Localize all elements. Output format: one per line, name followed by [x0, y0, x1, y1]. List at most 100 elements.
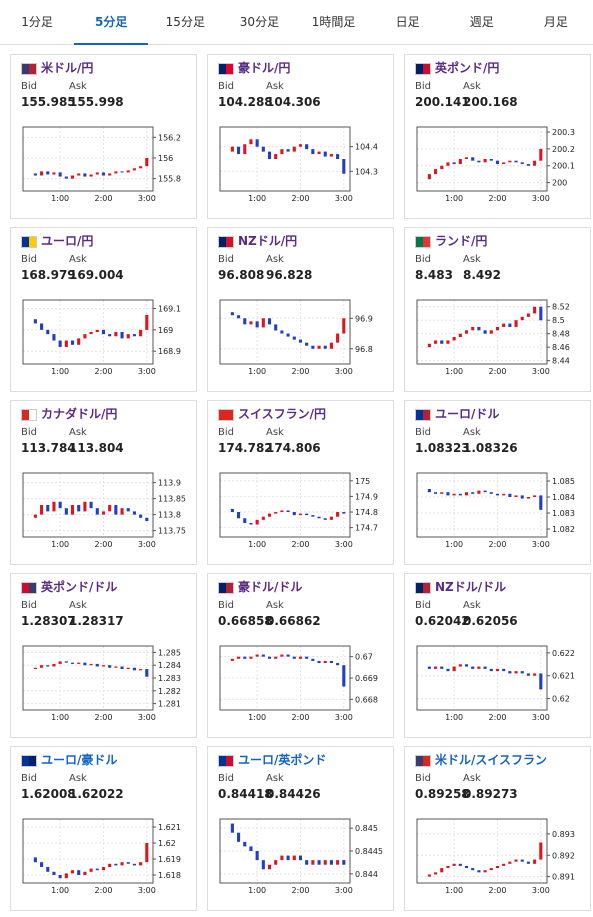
tab[interactable]: 月足	[543, 15, 568, 29]
currency-panel[interactable]: ランド/円 Bid Ask 8.483 8.492 8.44 8.46 8.48 8.5 8.52…	[404, 227, 591, 392]
currency-panel[interactable]: 豪ドル/円 Bid Ask 104.288 104.306 104.3 104.4 1:00 2…	[207, 54, 394, 219]
pair-title[interactable]: 豪ドル/円	[238, 61, 291, 75]
plot-frame	[416, 818, 548, 884]
bid-label: Bid	[415, 600, 431, 611]
currency-panel[interactable]: ユーロ/ドル Bid Ask 1.08323 1.08326 1.082 1.083 1.08…	[404, 400, 591, 565]
currency-panel[interactable]: NZドル/円 Bid Ask 96.808 96.828 96.8 96.9 1:00 2:00…	[207, 227, 394, 392]
y-tick-label: 113.8	[158, 511, 181, 520]
mini-chart: 113.75 113.8 113.85 113.9 1:00 2:00 3:00	[22, 472, 186, 549]
candle	[126, 667, 130, 670]
flag	[21, 236, 37, 248]
tab[interactable]: 1時間足	[311, 15, 356, 29]
pair-title[interactable]: ユーロ/豪ドル	[41, 753, 118, 767]
ask-label: Ask	[266, 600, 284, 611]
candle	[323, 518, 327, 520]
bid-value: 174.782	[218, 441, 273, 455]
currency-panel[interactable]: 豪ドル/ドル Bid Ask 0.66858 0.66862 0.668 0.669 0.67…	[207, 573, 394, 738]
candle	[261, 318, 265, 328]
candle	[230, 823, 234, 833]
tab[interactable]: 日足	[395, 15, 420, 29]
y-tick-label: 1.281	[158, 700, 181, 709]
pair-title[interactable]: ランド/円	[435, 234, 488, 248]
candle	[471, 868, 475, 871]
candle	[446, 668, 450, 672]
pair-title[interactable]: 豪ドル/ドル	[238, 580, 303, 594]
candle	[483, 330, 487, 334]
tab[interactable]: 週足	[469, 15, 494, 29]
candle	[520, 671, 524, 674]
y-tick-label: 1.085	[552, 477, 575, 486]
pair-title[interactable]: ユーロ/ドル	[435, 407, 500, 421]
y-tick-label: 174.7	[355, 524, 378, 533]
currency-panel[interactable]: 英ポンド/ドル Bid Ask 1.28307 1.28317 1.281 1.282 1.2…	[10, 573, 197, 738]
x-tick-label: 3:00	[138, 540, 156, 549]
candle	[95, 508, 99, 515]
y-tick-label: 104.4	[355, 143, 378, 152]
bid-value: 96.808	[218, 268, 265, 282]
pair-title[interactable]: NZドル/円	[238, 234, 298, 248]
candle	[52, 501, 56, 512]
flag	[415, 755, 431, 767]
candle	[483, 666, 487, 669]
currency-panel[interactable]: 米ドル/円 Bid Ask 155.985 155.998 155.8 156 156.2 1:…	[10, 54, 197, 219]
currency-panel[interactable]: ユーロ/豪ドル Bid Ask 1.62008 1.62022 1.618 1.619 1.6…	[10, 746, 197, 911]
candle	[305, 342, 309, 346]
tab[interactable]: 15分足	[165, 15, 205, 29]
currency-panel[interactable]: ユーロ/円 Bid Ask 168.979 169.004 168.9 169 169.1 1:…	[10, 227, 197, 392]
currency-panel[interactable]: NZドル/ドル Bid Ask 0.62042 0.62056 0.62 0.621 0.62…	[404, 573, 591, 738]
candle	[267, 864, 272, 870]
pair-title[interactable]: カナダドル/円	[41, 407, 118, 421]
candle	[533, 306, 537, 314]
y-tick-label: 8.44	[552, 357, 570, 366]
pair-title[interactable]: 米ドル/円	[41, 61, 94, 75]
candle	[132, 863, 136, 866]
candle	[305, 513, 309, 516]
bid-label: Bid	[218, 254, 234, 265]
x-tick-label: 1:00	[51, 886, 69, 895]
candle	[139, 166, 143, 169]
candle	[139, 669, 143, 671]
currency-panel[interactable]: カナダドル/円 Bid Ask 113.784 113.804 113.75 113.8 11…	[10, 400, 197, 565]
tab[interactable]: 30分足	[239, 15, 280, 29]
pair-title[interactable]: ユーロ/英ポンド	[238, 753, 327, 767]
candle	[452, 493, 456, 496]
mini-chart: 0.844 0.8445 0.845 1:00 2:00 3:00	[219, 818, 383, 895]
candle	[261, 516, 265, 520]
candle	[145, 517, 149, 521]
x-tick-label: 3:00	[335, 367, 353, 376]
tab[interactable]: 5分足	[74, 0, 149, 45]
pair-title[interactable]: ユーロ/円	[41, 234, 94, 248]
candle	[64, 176, 68, 179]
candle	[52, 663, 56, 667]
candle	[298, 339, 303, 343]
candle	[126, 508, 130, 512]
pair-title[interactable]: 米ドル/スイスフラン	[435, 753, 548, 767]
currency-panel[interactable]: スイスフラン/円 Bid Ask 174.782 174.806 174.7 174.8 17…	[207, 400, 394, 565]
candle	[329, 516, 333, 520]
x-tick-label: 1:00	[248, 540, 266, 549]
candle	[533, 859, 537, 864]
candle	[317, 151, 321, 155]
currency-panel[interactable]: ユーロ/英ポンド Bid Ask 0.84418 0.84426 0.844 0.8445 0…	[207, 746, 394, 911]
currency-panel[interactable]: 英ポンド/円 Bid Ask 200.141 200.168 200 200.1 200.2 2…	[404, 54, 591, 219]
bid-value: 0.62042	[415, 614, 470, 628]
candle	[95, 172, 99, 175]
pair-title[interactable]: 英ポンド/ドル	[41, 580, 118, 594]
x-tick-label: 2:00	[94, 713, 112, 722]
candle	[145, 669, 149, 677]
bid-value: 1.08323	[415, 441, 470, 455]
x-tick-label: 3:00	[532, 713, 550, 722]
tab[interactable]: 1分足	[21, 15, 53, 29]
candle	[249, 139, 253, 145]
candle	[329, 154, 333, 157]
pair-title[interactable]: スイスフラン/円	[238, 407, 327, 421]
candle	[83, 501, 87, 512]
pair-title[interactable]: NZドル/ドル	[435, 580, 507, 594]
candle	[132, 168, 136, 171]
currency-panel[interactable]: 米ドル/スイスフラン Bid Ask 0.89258 0.89273 0.891 0.892…	[404, 746, 591, 911]
mini-chart: 1.082 1.083 1.084 1.085 1:00 2:00 3:00	[416, 472, 575, 549]
plot-frame	[416, 472, 548, 538]
pair-title[interactable]: 英ポンド/円	[435, 61, 500, 75]
candle	[243, 144, 247, 155]
flag	[415, 63, 431, 75]
